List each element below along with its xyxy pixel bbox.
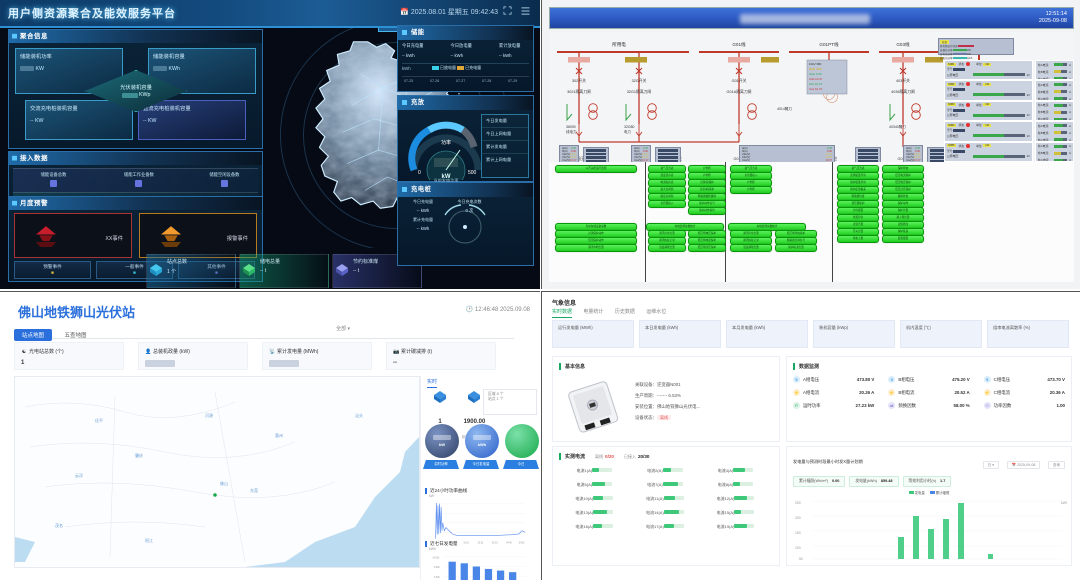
svg-text:G03线: G03线 — [896, 41, 910, 47]
svg-text:云浮: 云浮 — [75, 472, 83, 478]
svg-text:500: 500 — [468, 170, 477, 176]
svg-text:所用电: 所用电 — [612, 41, 626, 48]
svg-text:100: 100 — [795, 546, 801, 550]
svg-text:佛山: 佛山 — [220, 480, 228, 486]
svg-text:302开关: 302开关 — [572, 78, 586, 83]
svg-text:电力: 电力 — [624, 129, 632, 134]
svg-text:200: 200 — [795, 516, 801, 520]
svg-text:G01线: G01线 — [732, 41, 746, 47]
svg-text:茂名: 茂名 — [55, 522, 63, 528]
svg-text:6,000: 6,000 — [434, 577, 440, 579]
svg-text:40340隔刀: 40340隔刀 — [889, 124, 906, 129]
svg-text:10,000: 10,000 — [432, 557, 440, 559]
svg-text:8,000: 8,000 — [434, 567, 440, 569]
svg-text:150: 150 — [795, 531, 801, 535]
svg-text:汕头: 汕头 — [355, 412, 363, 418]
svg-text:河源: 河源 — [205, 412, 213, 418]
svg-text:250: 250 — [795, 501, 801, 505]
svg-text:10kV 380: 10kV 380 — [809, 62, 822, 66]
svg-text:G01A隔离刀闸: G01A隔离刀闸 — [727, 89, 752, 94]
svg-text:Uab 10.37: Uab 10.37 — [809, 77, 823, 81]
svg-text:50: 50 — [799, 557, 803, 561]
svg-text:32G开关: 32G开关 — [632, 78, 647, 83]
svg-text:肇庆: 肇庆 — [135, 452, 143, 458]
svg-text:4036隔离刀闸: 4036隔离刀闸 — [891, 89, 915, 94]
svg-text:G01PT线: G01PT线 — [819, 41, 839, 47]
svg-text:线电力: 线电力 — [566, 129, 577, 134]
svg-text:32G1隔离刀闸: 32G1隔离刀闸 — [627, 89, 652, 94]
svg-text:0: 0 — [418, 170, 421, 176]
svg-text:Ic(A) 0.00: Ic(A) 0.00 — [809, 72, 822, 76]
svg-text:kWh/m²: kWh/m² — [1061, 501, 1067, 505]
svg-text:Ubc 10.37: Ubc 10.37 — [809, 82, 823, 86]
svg-text:3021隔离刀闸: 3021隔离刀闸 — [567, 89, 591, 94]
svg-text:阳江: 阳江 — [145, 537, 153, 543]
svg-text:4014隔刀: 4014隔刀 — [777, 106, 792, 111]
svg-text:32G80: 32G80 — [624, 125, 635, 129]
svg-text:G01开关: G01开关 — [732, 78, 747, 83]
svg-text:惠州: 惠州 — [275, 432, 283, 438]
svg-text:36090: 36090 — [566, 125, 576, 129]
svg-text:功率: 功率 — [441, 139, 451, 146]
svg-text:Ib(A) 0.00: Ib(A) 0.00 — [809, 67, 822, 71]
svg-text:Uca 10.37: Uca 10.37 — [809, 87, 823, 91]
svg-text:东莞: 东莞 — [250, 487, 258, 493]
svg-text:佳平: 佳平 — [95, 417, 103, 423]
svg-text:403开关: 403开关 — [896, 78, 910, 83]
